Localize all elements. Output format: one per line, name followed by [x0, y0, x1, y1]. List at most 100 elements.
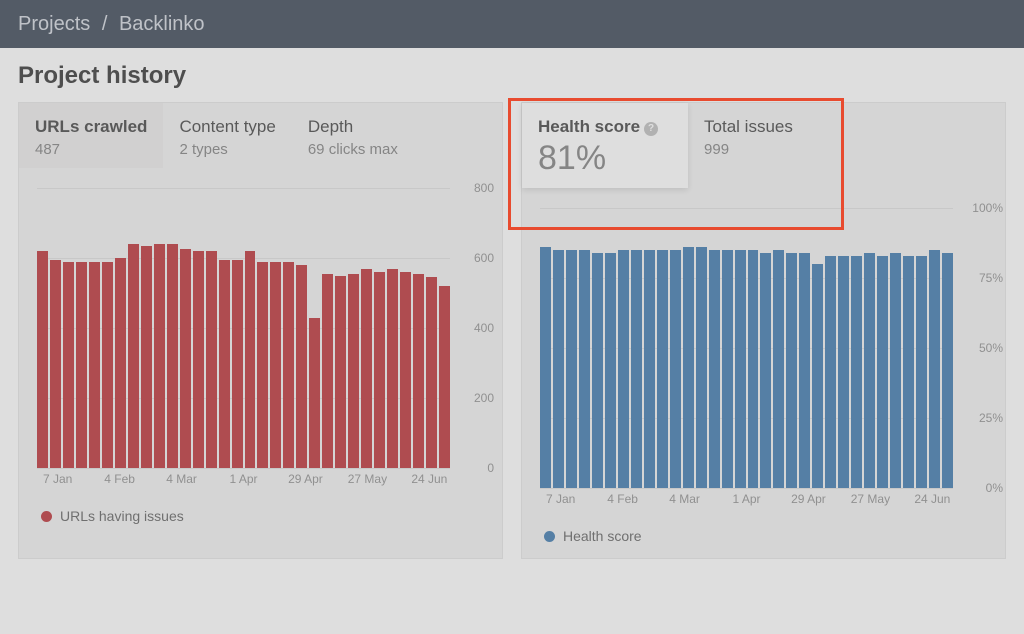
bar[interactable]	[657, 250, 668, 488]
y-tick: 0	[487, 461, 494, 475]
bar[interactable]	[296, 265, 307, 468]
bar[interactable]	[193, 251, 204, 468]
right-chart: 0%25%50%75%100% 7 Jan4 Feb4 Mar1 Apr29 A…	[522, 188, 1005, 518]
right-stat-cell-0[interactable]: Health score?81%	[522, 103, 688, 188]
help-icon[interactable]: ?	[644, 122, 658, 136]
x-tick: 4 Feb	[607, 492, 638, 506]
stat-value: 999	[704, 141, 793, 158]
left-chart: 0200400600800 7 Jan4 Feb4 Mar1 Apr29 Apr…	[19, 168, 502, 498]
left-chart-area	[37, 188, 450, 468]
bar[interactable]	[670, 250, 681, 488]
bar[interactable]	[387, 269, 398, 469]
bar[interactable]	[825, 256, 836, 488]
bar[interactable]	[309, 318, 320, 469]
bar[interactable]	[722, 250, 733, 488]
bar[interactable]	[348, 274, 359, 468]
bar[interactable]	[154, 244, 165, 468]
left-stat-cell-2[interactable]: Depth69 clicks max	[292, 103, 414, 168]
bar[interactable]	[942, 253, 953, 488]
bar[interactable]	[631, 250, 642, 488]
bar[interactable]	[141, 246, 152, 468]
bar[interactable]	[167, 244, 178, 468]
left-stat-cell-1[interactable]: Content type2 types	[163, 103, 291, 168]
bar[interactable]	[553, 250, 564, 488]
bar[interactable]	[439, 286, 450, 468]
x-tick: 7 Jan	[546, 492, 575, 506]
bar[interactable]	[566, 250, 577, 488]
y-tick: 200	[474, 391, 494, 405]
bar[interactable]	[37, 251, 48, 468]
bar[interactable]	[735, 250, 746, 488]
bar[interactable]	[929, 250, 940, 488]
y-tick: 0%	[986, 481, 1003, 495]
bar[interactable]	[335, 276, 346, 469]
bar[interactable]	[115, 258, 126, 468]
bar[interactable]	[851, 256, 862, 488]
bar[interactable]	[644, 250, 655, 488]
x-tick: 24 Jun	[411, 472, 447, 486]
right-bars	[540, 208, 953, 488]
bar[interactable]	[838, 256, 849, 488]
bar[interactable]	[361, 269, 372, 469]
bar[interactable]	[786, 253, 797, 488]
legend-dot-icon	[41, 511, 52, 522]
bar[interactable]	[89, 262, 100, 469]
bar[interactable]	[877, 256, 888, 488]
bar[interactable]	[696, 247, 707, 488]
panels-row: URLs crawled487Content type2 typesDepth6…	[18, 102, 1006, 559]
left-stat-cell-0[interactable]: URLs crawled487	[19, 103, 163, 168]
bar[interactable]	[219, 260, 230, 468]
bar[interactable]	[592, 253, 603, 488]
bar[interactable]	[102, 262, 113, 469]
bar[interactable]	[257, 262, 268, 469]
bar[interactable]	[540, 247, 551, 488]
bar[interactable]	[413, 274, 424, 468]
right-y-axis: 0%25%50%75%100%	[963, 208, 1003, 488]
bar[interactable]	[903, 256, 914, 488]
bar[interactable]	[605, 253, 616, 488]
right-stat-cell-1[interactable]: Total issues 999	[688, 103, 809, 188]
bar[interactable]	[618, 250, 629, 488]
bar[interactable]	[709, 250, 720, 488]
bar[interactable]	[864, 253, 875, 488]
bar[interactable]	[206, 251, 217, 468]
x-tick: 7 Jan	[43, 472, 72, 486]
bar[interactable]	[579, 250, 590, 488]
y-tick: 600	[474, 251, 494, 265]
breadcrumb[interactable]: Projects / Backlinko	[18, 13, 205, 36]
stat-value: 487	[35, 141, 147, 158]
bar[interactable]	[76, 262, 87, 469]
bar[interactable]	[128, 244, 139, 468]
breadcrumb-root[interactable]: Projects	[18, 13, 90, 35]
bar[interactable]	[799, 253, 810, 488]
y-tick: 50%	[979, 341, 1003, 355]
stat-label: Health score?	[538, 117, 658, 137]
stat-label: Depth	[308, 117, 398, 137]
bar[interactable]	[760, 253, 771, 488]
bar[interactable]	[283, 262, 294, 469]
bar[interactable]	[812, 264, 823, 488]
stat-label: Total issues	[704, 117, 793, 137]
stat-value: 2 types	[179, 141, 275, 158]
bar[interactable]	[426, 277, 437, 468]
bar[interactable]	[916, 256, 927, 488]
bar[interactable]	[748, 250, 759, 488]
bar[interactable]	[374, 272, 385, 468]
bar[interactable]	[232, 260, 243, 468]
bar[interactable]	[50, 260, 61, 468]
bar[interactable]	[245, 251, 256, 468]
right-legend-label: Health score	[563, 528, 642, 544]
bar[interactable]	[773, 250, 784, 488]
left-bars	[37, 188, 450, 468]
bar[interactable]	[683, 247, 694, 488]
bar[interactable]	[63, 262, 74, 469]
bar[interactable]	[890, 253, 901, 488]
bar[interactable]	[180, 249, 191, 468]
y-tick: 400	[474, 321, 494, 335]
gridline	[37, 468, 450, 469]
bar[interactable]	[270, 262, 281, 469]
left-panel: URLs crawled487Content type2 typesDepth6…	[18, 102, 503, 559]
bar[interactable]	[400, 272, 411, 468]
bar[interactable]	[322, 274, 333, 468]
breadcrumb-current[interactable]: Backlinko	[119, 13, 205, 35]
